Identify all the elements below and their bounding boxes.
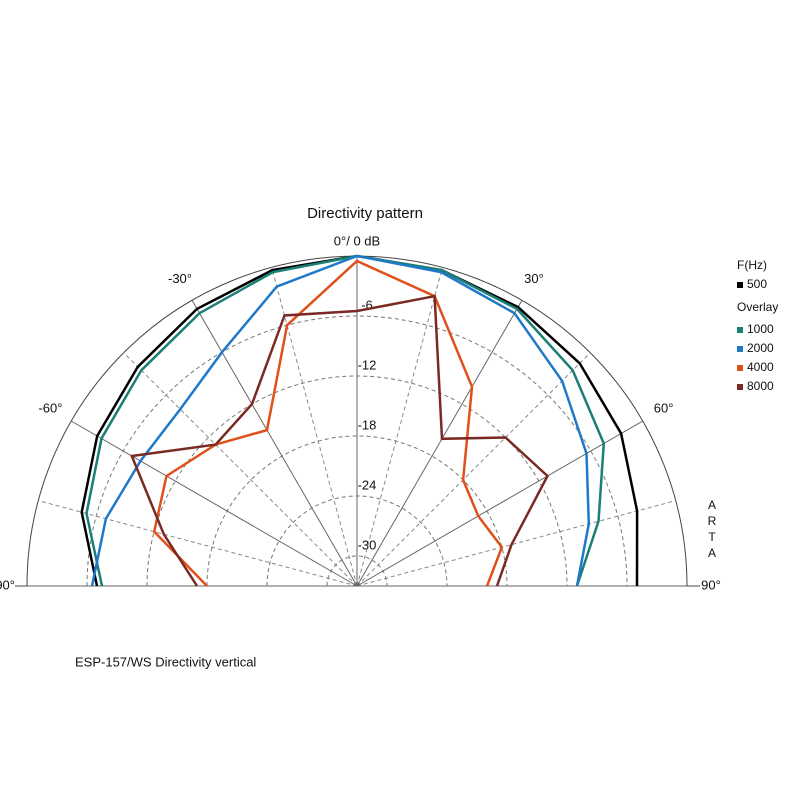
series-line bbox=[90, 254, 591, 587]
legend-swatch bbox=[737, 365, 743, 371]
minor-spoke bbox=[123, 352, 358, 587]
r-tick-label: -24 bbox=[358, 477, 377, 492]
legend-label: 500 bbox=[747, 277, 767, 291]
legend-label: 4000 bbox=[747, 360, 774, 374]
footer-note: ESP-157/WS Directivity vertical bbox=[75, 654, 256, 669]
angle-tick-label: -60° bbox=[38, 400, 62, 415]
legend-label: 1000 bbox=[747, 322, 774, 336]
angle-tick-label: 30° bbox=[524, 271, 544, 286]
grid-ring bbox=[206, 435, 508, 587]
legend-subtitle: Overlay bbox=[737, 300, 778, 314]
series-line bbox=[130, 294, 550, 587]
legend-swatch bbox=[737, 346, 743, 352]
legend-label: 8000 bbox=[747, 379, 774, 393]
minor-spoke bbox=[356, 352, 591, 587]
r-tick-label: -18 bbox=[358, 417, 377, 432]
r-tick-label: -12 bbox=[358, 357, 377, 372]
spoke bbox=[191, 299, 358, 587]
spoke bbox=[356, 420, 644, 587]
angle-tick-label: 0°/ 0 dB bbox=[334, 233, 380, 248]
spoke bbox=[356, 299, 523, 587]
angle-tick-label: 60° bbox=[654, 400, 674, 415]
spoke bbox=[70, 420, 358, 587]
minor-spoke bbox=[38, 500, 358, 587]
minor-spoke bbox=[356, 500, 676, 587]
minor-spoke bbox=[271, 267, 358, 587]
r-tick-label: -30 bbox=[358, 537, 377, 552]
legend-title: F(Hz) bbox=[737, 258, 767, 272]
r-tick-label: -6 bbox=[361, 297, 373, 312]
legend-swatch bbox=[737, 282, 743, 288]
minor-spoke bbox=[356, 267, 443, 587]
angle-tick-label: 90° bbox=[701, 577, 721, 592]
angle-tick-label: -90° bbox=[0, 577, 15, 592]
legend-swatch bbox=[737, 327, 743, 333]
angle-tick-label: -30° bbox=[168, 271, 192, 286]
watermark: ARTA bbox=[705, 498, 719, 562]
series-line bbox=[152, 259, 504, 587]
chart-title: Directivity pattern bbox=[307, 205, 423, 222]
legend-label: 2000 bbox=[747, 341, 774, 355]
legend-swatch bbox=[737, 384, 743, 390]
